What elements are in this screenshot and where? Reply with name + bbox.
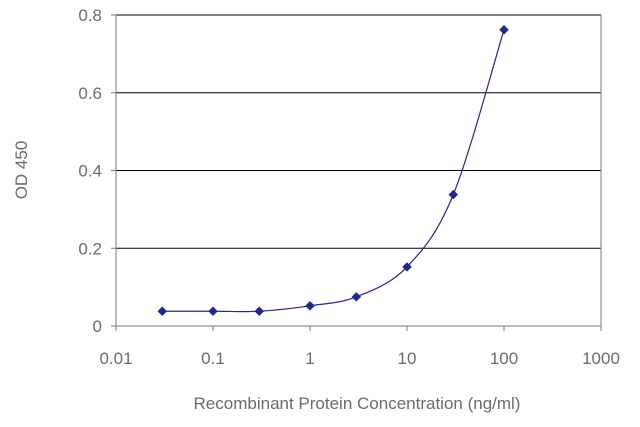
tick-labels: 0.01 0.1 1 10 100 1000 0 0.2 0.4 0.6 0.8 bbox=[78, 6, 620, 368]
y-tick-label: 0.8 bbox=[78, 6, 102, 25]
x-tick-label: 0.1 bbox=[201, 349, 225, 368]
x-tick-label: 100 bbox=[490, 349, 518, 368]
y-tick-label: 0.6 bbox=[78, 84, 102, 103]
data-point-marker bbox=[157, 306, 168, 317]
y-tick-label: 0 bbox=[93, 317, 102, 336]
x-tick-label: 10 bbox=[398, 349, 417, 368]
y-tick-label: 0.2 bbox=[78, 239, 102, 258]
data-point-marker bbox=[499, 24, 509, 35]
y-tick-label: 0.4 bbox=[78, 162, 102, 181]
data-point-marker bbox=[208, 306, 218, 317]
grid-lines bbox=[116, 14, 601, 249]
x-tick-label: 1 bbox=[305, 349, 314, 368]
y-axis-title: OD 450 bbox=[12, 141, 31, 200]
data-point-marker bbox=[305, 300, 315, 311]
data-point-marker bbox=[351, 291, 362, 302]
x-tick-label: 1000 bbox=[582, 349, 620, 368]
data-point-marker bbox=[448, 189, 459, 200]
data-point-marker bbox=[254, 306, 265, 317]
x-axis-title: Recombinant Protein Concentration (ng/ml… bbox=[194, 394, 521, 413]
axes bbox=[111, 14, 602, 331]
series bbox=[157, 24, 509, 317]
x-tick-label: 0.01 bbox=[99, 349, 132, 368]
data-point-marker bbox=[402, 262, 412, 272]
